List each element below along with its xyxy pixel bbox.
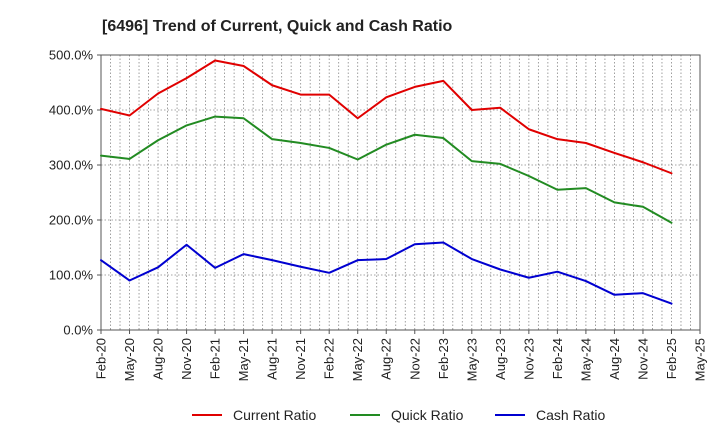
x-tick-label: May-23 (464, 338, 479, 381)
plot-area: 0.0% 100.0% 200.0% 300.0% 400.0% 500.0% Feb-20… (49, 48, 708, 424)
x-tick-label: Feb-25 (664, 338, 679, 379)
y-tick-label: 500.0% (49, 48, 94, 63)
x-tick-label: Aug-24 (607, 338, 622, 380)
x-tick-label: Nov-24 (635, 338, 650, 380)
x-tick-label: Aug-22 (379, 338, 394, 380)
series-line-quick-ratio (100, 115, 673, 224)
plot-background (101, 55, 700, 330)
y-tick-label: 400.0% (49, 103, 94, 118)
x-tick-label: May-21 (236, 338, 251, 381)
plot-frame (100, 54, 701, 331)
x-tick-label: Nov-21 (293, 338, 308, 380)
legend-label-current-ratio: Current Ratio (233, 407, 316, 423)
legend-label-cash-ratio: Cash Ratio (536, 407, 605, 423)
x-tick-label: May-22 (350, 338, 365, 381)
x-tick-label: May-20 (122, 338, 137, 381)
legend-label-quick-ratio: Quick Ratio (391, 407, 464, 423)
series-line-cash-ratio (100, 241, 673, 305)
y-tick-label: 300.0% (49, 158, 94, 173)
x-tick-label: Aug-23 (493, 338, 508, 380)
y-tick-label: 200.0% (49, 213, 94, 228)
x-tick-label: Feb-22 (322, 338, 337, 379)
x-tick-label: Nov-20 (179, 338, 194, 380)
y-tick-label: 100.0% (49, 268, 94, 283)
x-tick-label: Feb-21 (208, 338, 223, 379)
x-tick-label: May-24 (578, 338, 593, 381)
x-tick-label: Feb-24 (550, 338, 565, 379)
chart-title: [6496] Trend of Current, Quick and Cash … (102, 18, 453, 35)
series-line-current-ratio (100, 59, 673, 175)
x-tick-label: May-25 (693, 338, 708, 381)
x-tick-label: Feb-20 (94, 338, 109, 379)
x-tick-label: Aug-20 (151, 338, 166, 380)
y-tick-label: 0.0% (63, 323, 93, 338)
x-tick-label: Nov-22 (407, 338, 422, 380)
x-tick-label: Feb-23 (436, 338, 451, 379)
x-tick-label: Aug-21 (265, 338, 280, 380)
x-tick-label: Nov-23 (521, 338, 536, 380)
